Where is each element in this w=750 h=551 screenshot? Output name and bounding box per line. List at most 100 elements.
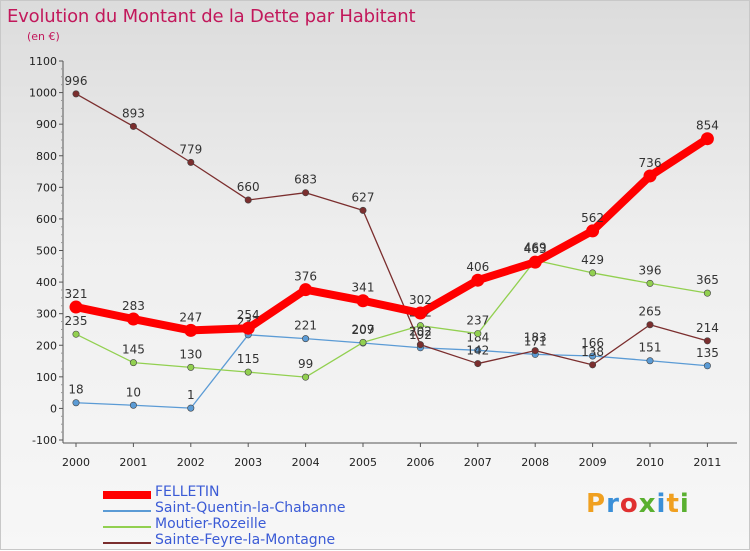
x-tick-label: 2011	[693, 456, 721, 469]
data-point-felletin	[241, 321, 255, 335]
data-point-felletin	[413, 306, 427, 320]
data-label-sainte-feyre-la-montagne: 779	[179, 142, 202, 156]
y-tick-label: 500	[36, 245, 57, 258]
data-point-felletin	[471, 273, 485, 287]
y-tick-label: 1100	[29, 55, 57, 68]
data-label-sainte-feyre-la-montagne: 627	[352, 190, 375, 204]
data-label-saint-quentin-la-chabanne: 1	[187, 388, 195, 402]
data-point-felletin	[528, 255, 542, 269]
legend-swatch	[103, 542, 151, 544]
data-point-saint-quentin-la-chabanne	[703, 362, 711, 370]
x-tick-label: 2000	[62, 456, 90, 469]
data-point-felletin	[643, 169, 657, 183]
data-point-felletin	[586, 224, 600, 238]
data-point-moutier-rozeille	[646, 279, 654, 287]
data-label-saint-quentin-la-chabanne: 184	[466, 330, 489, 344]
data-point-saint-quentin-la-chabanne	[72, 399, 80, 407]
data-label-sainte-feyre-la-montagne: 893	[122, 106, 145, 120]
data-point-felletin	[184, 323, 198, 337]
proxiti-logo: Proxiti	[586, 489, 690, 519]
x-tick-label: 2005	[349, 456, 377, 469]
y-tick-label: 900	[36, 118, 57, 131]
data-point-felletin	[69, 300, 83, 314]
data-point-saint-quentin-la-chabanne	[129, 401, 137, 409]
data-point-sainte-feyre-la-montagne	[72, 90, 80, 98]
data-point-sainte-feyre-la-montagne	[474, 360, 482, 368]
data-point-saint-quentin-la-chabanne	[187, 404, 195, 412]
logo-letter: r	[606, 489, 620, 519]
data-label-saint-quentin-la-chabanne: 10	[126, 385, 141, 399]
legend-label: FELLETIN	[155, 484, 220, 500]
y-tick-label: 800	[36, 150, 57, 163]
data-label-felletin: 321	[65, 287, 88, 301]
data-point-moutier-rozeille	[244, 368, 252, 376]
series-line-moutier-rozeille	[75, 259, 709, 378]
data-point-felletin	[700, 132, 714, 146]
data-label-felletin: 463	[524, 242, 547, 256]
data-label-saint-quentin-la-chabanne: 135	[696, 346, 719, 360]
y-tick-label: 300	[36, 308, 57, 321]
y-unit-label: (en €)	[27, 30, 60, 43]
data-label-sainte-feyre-la-montagne: 996	[65, 74, 88, 88]
data-label-felletin: 341	[352, 281, 375, 295]
data-point-moutier-rozeille	[703, 289, 711, 297]
y-tick-label: 0	[50, 402, 57, 415]
data-label-moutier-rozeille: 396	[639, 263, 662, 277]
series-line-sainte-feyre-la-montagne	[75, 93, 709, 366]
data-label-felletin: 736	[639, 156, 662, 170]
data-label-sainte-feyre-la-montagne: 683	[294, 173, 317, 187]
data-label-moutier-rozeille: 145	[122, 343, 145, 357]
data-label-moutier-rozeille: 115	[237, 352, 260, 366]
logo-letter: x	[638, 489, 657, 519]
y-tick-label: -100	[32, 434, 57, 447]
y-tick-label: 200	[36, 339, 57, 352]
data-point-felletin	[299, 283, 313, 297]
x-tick-label: 2003	[234, 456, 262, 469]
legend-label: Sainte-Feyre-la-Montagne	[155, 532, 336, 548]
x-tick-label: 2004	[292, 456, 320, 469]
y-tick-label: 100	[36, 371, 57, 384]
y-tick-label: 700	[36, 181, 57, 194]
data-label-saint-quentin-la-chabanne: 207	[352, 323, 375, 337]
data-label-saint-quentin-la-chabanne: 18	[68, 383, 83, 397]
x-tick-label: 2006	[406, 456, 434, 469]
logo-letter: P	[586, 489, 607, 519]
legend-swatch	[103, 510, 151, 512]
data-point-sainte-feyre-la-montagne	[302, 189, 310, 197]
data-label-felletin: 854	[696, 119, 719, 133]
x-tick-label: 2009	[579, 456, 607, 469]
data-point-sainte-feyre-la-montagne	[187, 158, 195, 166]
data-point-moutier-rozeille	[416, 322, 424, 330]
x-tick-label: 2010	[636, 456, 664, 469]
data-point-sainte-feyre-la-montagne	[589, 361, 597, 369]
data-label-felletin: 562	[581, 211, 604, 225]
legend-label: Saint-Quentin-la-Chabanne	[155, 500, 346, 516]
data-point-moutier-rozeille	[302, 373, 310, 381]
data-label-moutier-rozeille: 209	[352, 322, 375, 336]
data-point-saint-quentin-la-chabanne	[589, 352, 597, 360]
data-point-sainte-feyre-la-montagne	[646, 321, 654, 329]
data-label-moutier-rozeille: 235	[65, 314, 88, 328]
data-point-sainte-feyre-la-montagne	[359, 206, 367, 214]
data-label-felletin: 247	[179, 310, 202, 324]
x-tick-label: 2008	[521, 456, 549, 469]
data-label-saint-quentin-la-chabanne: 151	[639, 341, 662, 355]
y-tick-label: 1000	[29, 87, 57, 100]
data-label-felletin: 302	[409, 293, 432, 307]
data-label-sainte-feyre-la-montagne: 660	[237, 180, 260, 194]
data-label-sainte-feyre-la-montagne: 214	[696, 321, 719, 335]
data-point-sainte-feyre-la-montagne	[244, 196, 252, 204]
data-label-moutier-rozeille: 99	[298, 357, 313, 371]
data-label-moutier-rozeille: 429	[581, 253, 604, 267]
x-tick-label: 2001	[119, 456, 147, 469]
data-label-sainte-feyre-la-montagne: 183	[524, 331, 547, 345]
series-line-felletin	[72, 134, 712, 335]
data-point-saint-quentin-la-chabanne	[474, 346, 482, 354]
data-label-moutier-rozeille: 130	[179, 347, 202, 361]
data-point-moutier-rozeille	[359, 338, 367, 346]
logo-letter: i	[656, 489, 667, 519]
data-point-sainte-feyre-la-montagne	[703, 337, 711, 345]
data-point-moutier-rozeille	[129, 359, 137, 367]
